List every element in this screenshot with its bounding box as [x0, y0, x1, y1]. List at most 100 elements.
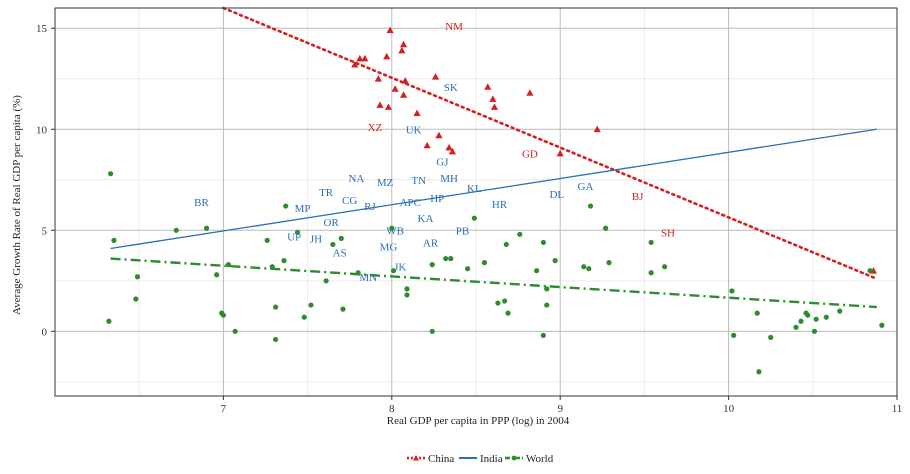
point-world	[294, 229, 301, 235]
point-world	[464, 266, 471, 272]
label-br: BR	[194, 197, 209, 209]
point-china	[413, 109, 421, 116]
point-world	[404, 292, 410, 298]
label-xz: XZ	[368, 122, 383, 134]
point-world	[448, 255, 454, 262]
point-china	[356, 54, 364, 62]
point-world	[586, 266, 592, 272]
point-world	[813, 316, 819, 322]
label-pb: PB	[456, 225, 469, 237]
legend-marker	[511, 455, 517, 461]
point-world	[301, 314, 307, 320]
label-as: AS	[333, 248, 347, 260]
data-points	[106, 26, 885, 375]
point-world	[648, 270, 654, 276]
point-world	[443, 255, 449, 262]
point-world	[867, 268, 873, 274]
point-china	[556, 149, 564, 157]
point-world	[581, 264, 587, 270]
point-world	[823, 314, 829, 320]
point-world	[798, 318, 804, 324]
point-world	[429, 328, 435, 334]
label-wb: WB	[386, 225, 404, 237]
label-ga: GA	[578, 181, 594, 193]
y-tick-label: 10	[36, 124, 48, 136]
point-world	[283, 203, 289, 209]
legend-label-world: World	[526, 453, 554, 465]
point-china	[351, 60, 359, 68]
point-world	[544, 286, 550, 292]
y-tick-label: 5	[42, 225, 48, 237]
point-world	[606, 260, 612, 266]
label-jh: JH	[310, 233, 322, 245]
label-mz: MZ	[377, 177, 394, 189]
point-china	[489, 95, 497, 102]
point-world	[390, 268, 397, 274]
point-world	[495, 300, 501, 306]
point-world	[264, 237, 270, 243]
label-cg: CG	[342, 195, 357, 207]
point-world	[662, 264, 668, 270]
point-world	[505, 310, 511, 316]
label-nm: NM	[445, 21, 463, 33]
label-gj: GJ	[436, 157, 449, 169]
label-gd: GD	[522, 149, 538, 161]
point-world	[879, 322, 885, 328]
label-rj: RJ	[364, 201, 376, 213]
label-tn: TN	[411, 175, 426, 187]
label-bj: BJ	[632, 191, 644, 203]
x-tick-label: 7	[221, 403, 227, 415]
point-world	[517, 231, 523, 237]
point-world	[552, 258, 558, 264]
label-tr: TR	[319, 187, 334, 199]
x-axis-label: Real GDP per capita in PPP (log) in 2004	[387, 415, 570, 427]
label-mg: MG	[380, 241, 398, 253]
legend-label-india: India	[480, 453, 503, 465]
legend-marker	[413, 455, 419, 461]
label-sh: SH	[661, 227, 675, 239]
point-world	[793, 324, 799, 330]
point-china	[423, 141, 431, 149]
point-china	[386, 26, 394, 34]
point-world	[648, 239, 654, 246]
point-world	[173, 227, 179, 233]
point-world	[106, 318, 112, 324]
point-world	[355, 270, 361, 276]
point-world	[768, 334, 774, 340]
point-world	[133, 296, 139, 302]
legend: China India World	[407, 453, 554, 465]
point-world	[481, 260, 488, 266]
point-china	[401, 77, 409, 84]
point-china	[384, 103, 393, 110]
grid	[54, 8, 898, 396]
point-china	[526, 89, 534, 96]
x-tick-label: 8	[389, 403, 395, 415]
label-kl: KL	[467, 183, 482, 195]
plot-frame	[54, 7, 898, 397]
point-world	[220, 312, 226, 318]
point-world	[281, 258, 287, 264]
point-world	[232, 328, 238, 334]
point-china	[435, 131, 443, 139]
point-world	[134, 274, 141, 280]
point-world	[308, 302, 314, 308]
point-world	[731, 332, 737, 338]
label-ar: AR	[423, 237, 439, 249]
point-world	[273, 336, 279, 343]
point-world	[323, 278, 329, 284]
point-world	[389, 225, 395, 231]
point-china	[484, 83, 492, 90]
label-or: OR	[324, 217, 340, 229]
point-world	[587, 203, 594, 209]
point-world	[603, 225, 609, 231]
point-china	[391, 85, 399, 92]
label-mh: MH	[440, 173, 458, 185]
point-world	[471, 215, 477, 221]
label-sk: SK	[444, 82, 458, 94]
point-china	[490, 103, 499, 110]
point-china	[399, 91, 408, 98]
point-world	[429, 262, 435, 268]
point-world	[404, 286, 410, 292]
point-china	[376, 101, 384, 108]
point-world	[754, 310, 760, 316]
